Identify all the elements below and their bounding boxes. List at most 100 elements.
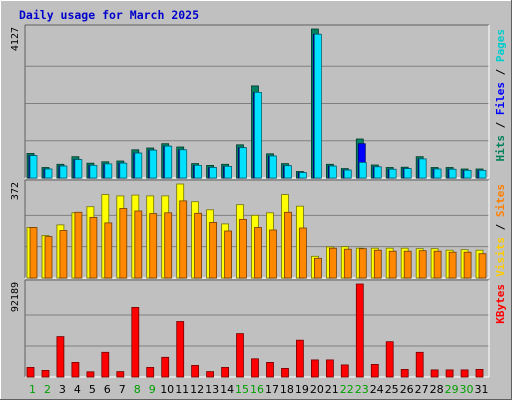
y-max-label: 4127 (10, 27, 21, 51)
day-axis: 1 2 3 4 5 6 7 8 9 10 11 12 13 14 15 16 17 18 19 20 21 22 23 24 2… (29, 383, 489, 396)
legend-item: Files (494, 82, 507, 115)
bar-pages-day-23 (358, 162, 367, 179)
day-label-17: 17 (265, 383, 279, 396)
bar-sites-day-18 (284, 211, 292, 279)
bar-sites-day-20 (313, 257, 322, 279)
day-label-8: 8 (134, 383, 141, 396)
bar-sites-day-22 (343, 248, 352, 279)
day-label-13: 13 (205, 383, 219, 396)
bar-sites-day-21 (328, 247, 337, 279)
day-label-21: 21 (325, 383, 339, 396)
bar-kbytes-day-1 (26, 366, 35, 378)
bar-pages-day-11 (179, 149, 188, 179)
bar-pages-day-10 (164, 145, 173, 179)
bar-pages-day-19 (298, 172, 307, 179)
bar-sites-day-5 (89, 216, 98, 279)
bar-pages-day-14 (224, 165, 233, 179)
y-max-label: 92189 (10, 282, 21, 312)
bar-kbytes-day-6 (101, 351, 110, 378)
bar-kbytes-day-20 (310, 359, 319, 378)
bar-kbytes-day-4 (71, 361, 80, 378)
bar-pages-day-1 (29, 155, 38, 179)
bar-sites-day-7 (119, 208, 128, 279)
bar-pages-day-7 (119, 162, 128, 179)
bar-pages-day-16 (254, 92, 262, 179)
day-label-4: 4 (74, 383, 81, 396)
day-label-25: 25 (385, 383, 399, 396)
bar-pages-day-3 (59, 165, 68, 179)
bar-sites-day-10 (164, 212, 173, 279)
day-label-6: 6 (104, 383, 111, 396)
day-label-7: 7 (119, 383, 126, 396)
bar-sites-day-16 (254, 227, 262, 279)
bar-sites-day-4 (74, 211, 83, 279)
y-max-label: 372 (10, 182, 21, 200)
bar-pages-day-13 (209, 167, 218, 179)
day-label-30: 30 (460, 383, 474, 396)
bar-kbytes-day-26 (400, 368, 409, 378)
day-label-26: 26 (400, 383, 414, 396)
bar-kbytes-day-16 (251, 358, 259, 378)
bar-sites-day-6 (104, 222, 113, 279)
bar-pages-day-28 (433, 168, 442, 179)
bar-sites-day-15 (239, 218, 247, 279)
day-label-19: 19 (295, 383, 309, 396)
day-label-28: 28 (430, 383, 444, 396)
bar-kbytes-day-3 (56, 336, 65, 378)
bar-kbytes-day-17 (266, 361, 274, 378)
bar-kbytes-day-12 (191, 364, 200, 378)
bar-sites-day-28 (433, 250, 442, 279)
bar-kbytes-day-11 (176, 321, 185, 378)
legend-item: Sites (494, 184, 507, 217)
bar-kbytes-day-27 (415, 351, 424, 378)
bar-sites-day-23 (358, 248, 367, 279)
bar-sites-day-1 (29, 227, 38, 279)
bar-sites-day-19 (298, 227, 307, 279)
bar-kbytes-day-18 (281, 367, 289, 378)
chart-title: Daily usage for March 2025 (19, 8, 199, 22)
bar-pages-day-12 (194, 164, 203, 179)
panel-visits-sites: 372 Visits / Sites (10, 179, 507, 279)
legend-item: Pages (494, 29, 507, 62)
day-label-23: 23 (355, 383, 369, 396)
day-label-22: 22 (340, 383, 354, 396)
legend-item: KBytes (494, 284, 507, 324)
bar-pages-day-4 (74, 159, 83, 179)
legend-hits-files-pages: Hits / Files / Pages (494, 29, 507, 162)
day-label-29: 29 (445, 383, 459, 396)
bar-kbytes-day-21 (325, 359, 334, 378)
bar-pages-day-26 (403, 168, 412, 179)
bar-kbytes-day-28 (430, 369, 439, 378)
bar-sites-day-13 (209, 221, 218, 279)
bar-pages-day-20 (313, 33, 322, 179)
legend-separator: / (494, 217, 507, 237)
bar-sites-day-26 (403, 250, 412, 279)
bar-sites-day-9 (149, 213, 158, 279)
bar-kbytes-day-29 (445, 369, 454, 378)
bar-kbytes-day-23 (355, 283, 364, 378)
panels-layer: 4127 Hits / Files / Pages 372 Visits / Site… (10, 24, 507, 378)
bar-pages-day-29 (448, 168, 457, 179)
bar-pages-day-31 (478, 169, 487, 179)
bar-sites-day-30 (463, 251, 472, 279)
bar-pages-day-22 (343, 169, 352, 179)
bar-pages-day-5 (89, 164, 98, 179)
bar-kbytes-day-15 (236, 333, 244, 378)
day-label-24: 24 (370, 383, 384, 396)
bar-kbytes-day-19 (295, 339, 304, 378)
day-label-9: 9 (149, 383, 156, 396)
bar-kbytes-day-13 (206, 371, 215, 378)
bar-sites-day-24 (373, 249, 382, 279)
bar-kbytes-day-9 (146, 366, 155, 378)
bar-kbytes-day-8 (131, 306, 140, 378)
bar-sites-day-2 (44, 236, 53, 279)
day-label-31: 31 (475, 383, 489, 396)
day-label-27: 27 (415, 383, 429, 396)
bar-pages-day-27 (418, 158, 427, 179)
day-label-20: 20 (310, 383, 324, 396)
bar-sites-day-14 (224, 230, 233, 279)
day-label-5: 5 (89, 383, 96, 396)
legend-visits-sites: Visits / Sites (494, 184, 507, 277)
day-label-2: 2 (44, 383, 51, 396)
